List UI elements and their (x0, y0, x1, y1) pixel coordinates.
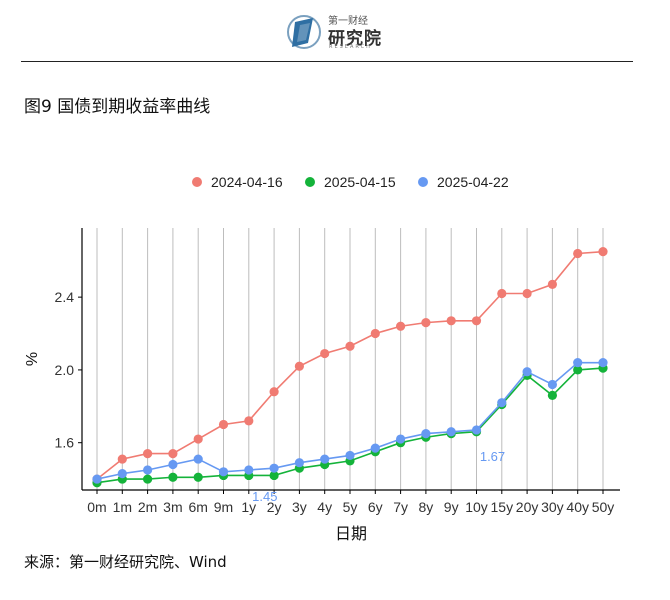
point-2025-04-22-10y (471, 425, 482, 435)
legend-swatch (192, 177, 202, 187)
logo-subtitle: 第一财经 (328, 16, 368, 27)
x-axis-label: 日期 (335, 525, 367, 543)
chart-series (92, 247, 608, 488)
x-tick-label: 8y (419, 499, 434, 515)
point-2025-04-22-1m (117, 469, 127, 479)
legend-label: 2024-04-16 (211, 174, 283, 190)
x-tick-label: 2y (267, 499, 282, 515)
point-2025-04-22-2m (143, 465, 153, 475)
point-2025-04-15-3m (168, 472, 178, 482)
x-tick-label: 2m (138, 499, 157, 515)
data-label-10y: 1.67 (480, 449, 505, 464)
point-2024-04-16-3m (168, 449, 178, 459)
point-2024-04-16-40y (573, 248, 583, 259)
point-2025-04-22-6y (370, 443, 380, 453)
point-2024-04-16-1m (117, 454, 127, 464)
logo-icon (287, 15, 321, 49)
legend-item-2024-04-16: 2024-04-16 (192, 174, 283, 190)
x-tick-label: 15y (491, 499, 514, 515)
point-2025-04-15-40y (573, 365, 583, 375)
x-tick-label: 30y (541, 499, 564, 515)
point-2024-04-16-2m (143, 449, 153, 459)
point-2025-04-22-9y (446, 427, 456, 437)
x-tick-label: 0m (87, 499, 106, 515)
x-tick-label: 9y (444, 499, 459, 515)
point-2025-04-15-30y (547, 390, 558, 400)
point-2025-04-22-50y (598, 358, 608, 368)
legend-item-2025-04-22: 2025-04-22 (418, 174, 509, 190)
x-tick-label: 3m (163, 499, 182, 515)
x-tick-label: 1y (241, 499, 256, 515)
point-2024-04-16-50y (598, 247, 608, 257)
x-tick-label: 10y (465, 499, 488, 515)
series-2025-04-22 (92, 358, 608, 484)
point-2025-04-22-6m (193, 454, 203, 464)
point-2025-04-22-15y (497, 398, 507, 408)
point-2025-04-15-6m (193, 472, 203, 482)
x-tick-label: 4y (317, 499, 332, 515)
x-tick-label: 6y (368, 499, 383, 515)
point-2025-04-22-0m (92, 474, 102, 484)
logo-english: RESEARCH (329, 44, 372, 50)
point-2024-04-16-1y (244, 416, 254, 426)
point-2025-04-22-5y (345, 450, 355, 461)
point-2025-04-22-8y (421, 428, 431, 439)
legend-item-2025-04-15: 2025-04-15 (305, 174, 396, 190)
point-2024-04-16-3y (294, 361, 304, 371)
figure-title: 图9 国债到期收益率曲线 (24, 97, 211, 117)
y-tick-label: 1.6 (55, 435, 75, 451)
point-2024-04-16-9y (446, 316, 456, 326)
point-2024-04-16-5y (345, 341, 355, 351)
chart-annotations: 1.45 1.67 (252, 449, 505, 504)
source-note: 来源：第一财经研究院、Wind (24, 553, 227, 571)
point-2025-04-22-40y (573, 358, 583, 368)
x-tick-label: 40y (566, 499, 589, 515)
x-tick-label: 50y (592, 499, 615, 515)
point-2024-04-16-10y (471, 316, 482, 326)
point-2025-04-22-4y (320, 454, 330, 464)
y-axis-label: % (24, 352, 41, 366)
brand-logo: 第一财经 研究院 RESEARCH (286, 10, 396, 54)
point-2025-04-22-30y (547, 379, 558, 390)
point-2024-04-16-15y (497, 288, 507, 299)
chart-legend: 2024-04-16 2025-04-15 2025-04-22 (192, 174, 509, 190)
x-tick-label: 1m (113, 499, 132, 515)
point-2024-04-16-7y (396, 321, 406, 331)
x-tick-label: 9m (214, 499, 233, 515)
point-2024-04-16-8y (421, 318, 431, 328)
point-2025-04-22-20y (522, 367, 532, 377)
legend-swatch (305, 177, 315, 187)
point-2025-04-22-9m (218, 467, 229, 477)
data-label-1y: 1.45 (252, 489, 277, 504)
chart-grid (96, 228, 604, 490)
header-divider (21, 61, 633, 62)
x-tick-label: 6m (188, 499, 207, 515)
x-tick-label: 7y (393, 499, 408, 515)
point-2024-04-16-6y (370, 328, 380, 339)
x-tick-label: 3y (292, 499, 307, 515)
point-2025-04-22-1y (244, 465, 254, 475)
logo-title: 研究院 (328, 29, 382, 49)
y-tick-label: 2.0 (55, 362, 75, 378)
point-2024-04-16-30y (547, 279, 558, 290)
point-2025-04-22-3m (168, 459, 178, 470)
point-2025-04-22-2y (269, 463, 279, 473)
point-2025-04-15-2y (269, 470, 279, 481)
y-tick-label: 2.4 (55, 289, 75, 305)
point-2025-04-22-7y (396, 434, 406, 444)
point-2024-04-16-9m (218, 419, 229, 430)
point-2024-04-16-20y (522, 288, 532, 299)
x-tick-label: 5y (343, 499, 358, 515)
legend-label: 2025-04-22 (437, 174, 509, 190)
point-2024-04-16-6m (193, 434, 203, 444)
legend-label: 2025-04-15 (324, 174, 396, 190)
legend-swatch (418, 177, 428, 187)
point-2025-04-22-3y (294, 458, 304, 468)
point-2025-04-15-2m (143, 474, 153, 484)
x-tick-label: 20y (516, 499, 539, 515)
chart-axes: 1.62.02.40m 1m 2m 3m 6m 9m 1y 2y 3y 4y 5y 6y 7y 8y 9y 1… (24, 228, 620, 543)
point-2024-04-16-4y (320, 348, 330, 359)
point-2024-04-16-2y (269, 387, 279, 397)
